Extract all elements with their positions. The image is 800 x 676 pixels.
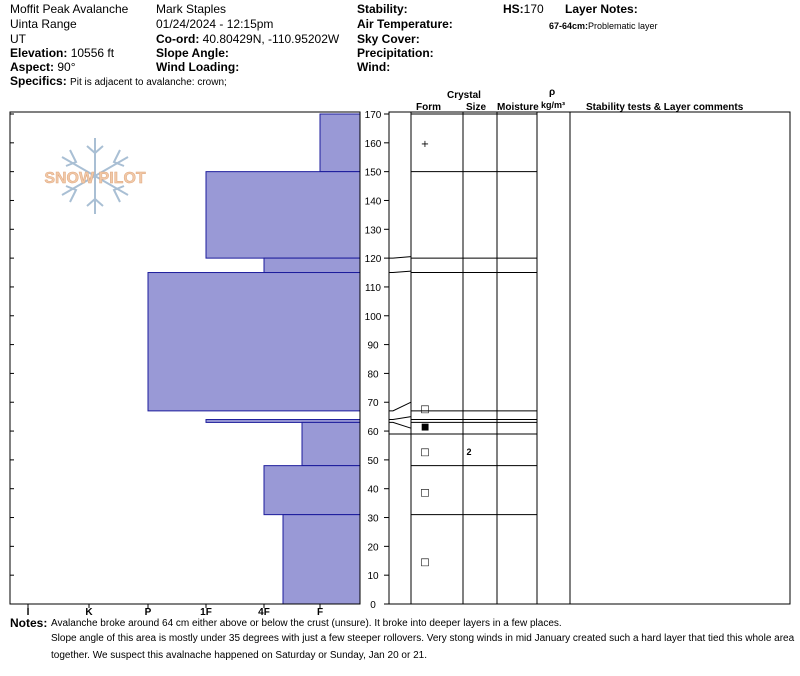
- wind-loading-label: Wind Loading:: [156, 60, 240, 74]
- depth-label: 110: [365, 283, 381, 294]
- precipitation-label: Precipitation:: [357, 46, 434, 60]
- aspect-value: 90°: [57, 60, 76, 74]
- hardness-label: F: [317, 607, 323, 618]
- hardness-label: K: [85, 607, 93, 618]
- depth-label: 20: [367, 542, 379, 553]
- observer-name: Mark Staples: [156, 2, 227, 16]
- coord-value: 40.80429N, -110.95202W: [202, 32, 340, 46]
- sky-cover-label: Sky Cover:: [357, 32, 420, 46]
- snowpilot-logo-text: SNOW PILOT: [44, 170, 146, 187]
- depth-label: 100: [365, 312, 382, 323]
- snowpilot-logo: SNOW PILOT: [44, 138, 146, 214]
- grain-form-symbol: □: [420, 447, 429, 458]
- depth-label: 0: [370, 600, 376, 611]
- hs-label: HS:: [503, 2, 524, 16]
- location-name: Moffit Peak Avalanche: [10, 2, 129, 16]
- depth-label: 40: [367, 485, 379, 496]
- hardness-bar: [263, 257, 361, 274]
- hs-value: 170: [523, 2, 544, 16]
- depth-label: 120: [365, 254, 382, 265]
- notes-line-2: Slope angle of this area is mostly under…: [51, 633, 795, 644]
- hardness-bar: [319, 113, 361, 173]
- depth-label: 90: [367, 341, 379, 352]
- layer-note-depth: 67-64cm:: [549, 21, 589, 31]
- coord-label: Co-ord:: [156, 32, 200, 46]
- hardness-bar: [205, 171, 361, 259]
- notes-label: Notes:: [10, 616, 48, 630]
- col-moisture: Moisture: [497, 102, 539, 113]
- specifics-value: Pit is adjacent to avalanche: crown;: [70, 77, 227, 88]
- aspect-label: Aspect:: [10, 60, 55, 74]
- layer-note-text: Problematic layer: [588, 21, 658, 31]
- grain-form-symbol: □: [420, 557, 429, 568]
- notes-line-1: Avalanche broke around 64 cm either abov…: [51, 618, 562, 629]
- depth-label: 160: [365, 139, 382, 150]
- hardness-label: P: [145, 607, 152, 618]
- col-density-unit: kg/m³: [541, 100, 566, 110]
- elevation-label: Elevation:: [10, 46, 68, 60]
- stability-label: Stability:: [357, 2, 408, 16]
- range-name: Uinta Range: [10, 17, 77, 31]
- hardness-bar: [147, 272, 361, 412]
- hardness-frame: [9, 111, 361, 605]
- coordinates: Co-ord: 40.80429N, -110.95202W: [156, 32, 339, 46]
- col-stability-comments: Stability tests & Layer comments: [586, 102, 744, 113]
- hardness-label: 4F: [258, 607, 270, 618]
- grain-form-symbol: ■: [421, 422, 430, 432]
- depth-label: 170: [365, 110, 382, 121]
- hardness-bar: [282, 514, 361, 605]
- boundary-connector: [389, 421, 412, 429]
- boundary-connector: [389, 401, 412, 412]
- col-size: Size: [466, 102, 487, 113]
- col-density-symbol: ρ: [549, 87, 556, 98]
- boundary-connector: [389, 416, 412, 421]
- wind-label: Wind:: [357, 60, 391, 74]
- notes-line-3: together. We suspect this avalnache happ…: [51, 650, 427, 661]
- grain-form-symbol: +: [421, 139, 429, 150]
- elevation-value: 10556 ft: [70, 46, 115, 60]
- observation-datetime: 01/24/2024 - 12:15pm: [156, 17, 274, 31]
- grain-form-symbol: □: [420, 404, 429, 415]
- depth-label: 70: [367, 398, 379, 409]
- slope-angle-label: Slope Angle:: [156, 46, 229, 60]
- hardness-label: 1F: [200, 607, 212, 618]
- depth-label: 80: [367, 369, 379, 380]
- depth-label: 30: [367, 514, 379, 525]
- depth-label: 140: [365, 196, 382, 207]
- hs: HS:170: [503, 2, 544, 16]
- layer-notes-label: Layer Notes:: [565, 2, 638, 16]
- depth-label: 60: [367, 427, 379, 438]
- snowflake-icon: [61, 138, 129, 214]
- specifics: Specifics: Pit is adjacent to avalanche:…: [10, 74, 227, 90]
- state-name: UT: [10, 32, 26, 46]
- air-temperature-label: Air Temperature:: [357, 17, 453, 31]
- depth-label: 150: [365, 168, 382, 179]
- grain-form-symbol: □: [420, 488, 429, 499]
- depth-label: 130: [365, 225, 382, 236]
- elevation: Elevation: 10556 ft: [10, 46, 114, 60]
- layer-note: 67-64cm:Problematic layer: [549, 18, 658, 33]
- hardness-label: I: [27, 607, 30, 618]
- boundary-connector: [389, 256, 412, 259]
- depth-label: 10: [367, 571, 379, 582]
- specifics-label: Specifics:: [10, 74, 67, 88]
- grain-size-value: 2: [466, 447, 471, 457]
- aspect: Aspect: 90°: [10, 60, 76, 74]
- col-crystal: Crystal: [447, 90, 481, 101]
- hardness-bar: [263, 465, 361, 516]
- hardness-bar: [301, 421, 361, 467]
- table-frame: [388, 111, 791, 605]
- col-form: Form: [416, 102, 441, 113]
- depth-label: 50: [367, 456, 379, 467]
- boundary-connector: [389, 270, 412, 274]
